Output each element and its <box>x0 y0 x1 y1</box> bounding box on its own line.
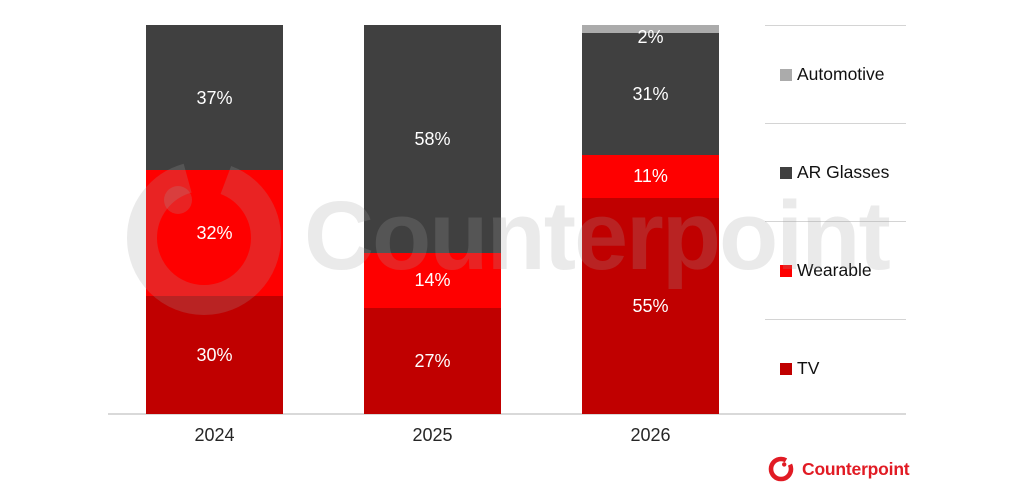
legend-item-automotive: Automotive <box>765 25 906 123</box>
counterpoint-logo-icon <box>768 456 794 482</box>
x-tick-2026: 2026 <box>630 425 671 445</box>
legend-swatch-tv-icon <box>780 362 792 375</box>
segment-value-label: 58% <box>414 128 451 149</box>
x-axis-tick-labels: 2024 2025 2026 <box>146 425 719 446</box>
legend-swatch-automotive-icon <box>780 68 792 81</box>
x-tick-2025: 2025 <box>412 425 453 445</box>
legend-item-wearable: Wearable <box>765 221 906 319</box>
segment-wearable-2026: 11% <box>582 154 719 198</box>
segment-value-label: 31% <box>632 83 669 104</box>
legend-label: Automotive <box>797 64 885 84</box>
legend-swatch-wearable-icon <box>780 264 792 277</box>
segment-value-label: 2% <box>637 27 664 47</box>
segment-tv-2024: 30% <box>146 296 283 414</box>
legend-swatch-ar-glasses-icon <box>780 166 792 179</box>
segment-value-label: 27% <box>414 350 451 371</box>
plot-area: 37% 32% 30% 58% 14% 27% 2% 31% 11% 55% <box>146 25 719 415</box>
segment-wearable-2025: 14% <box>364 252 501 308</box>
segment-tv-2025: 27% <box>364 307 501 415</box>
legend-label: Wearable <box>797 260 872 280</box>
segment-value-label: 14% <box>414 270 451 291</box>
legend-label: AR Glasses <box>797 162 890 182</box>
bar-2025: 58% 14% 27% <box>364 25 501 415</box>
segment-value-label: 37% <box>196 87 233 108</box>
x-tick-2024: 2024 <box>194 425 235 445</box>
segment-wearable-2024: 32% <box>146 170 283 297</box>
bar-2026: 2% 31% 11% 55% <box>582 25 719 414</box>
segment-ar-glasses-2024: 37% <box>146 25 283 171</box>
segment-value-label: 30% <box>196 345 233 366</box>
segment-value-label: 32% <box>196 223 233 244</box>
segment-tv-2026: 55% <box>582 197 719 414</box>
x-axis-line <box>108 413 906 415</box>
brand-name: Counterpoint <box>802 458 910 479</box>
segment-automotive-2026: 2% <box>582 25 719 47</box>
segment-ar-glasses-2026: 31% <box>582 32 719 155</box>
counterpoint-brand: Counterpoint <box>767 455 910 483</box>
legend-item-tv: TV <box>765 319 906 417</box>
legend: Automotive AR Glasses Wearable TV <box>765 25 906 417</box>
legend-label: TV <box>797 358 820 378</box>
legend-item-ar-glasses: AR Glasses <box>765 123 906 221</box>
bar-2024: 37% 32% 30% <box>146 25 283 414</box>
segment-value-label: 11% <box>633 166 668 187</box>
segment-ar-glasses-2025: 58% <box>364 25 501 253</box>
segment-value-label: 55% <box>632 295 669 316</box>
